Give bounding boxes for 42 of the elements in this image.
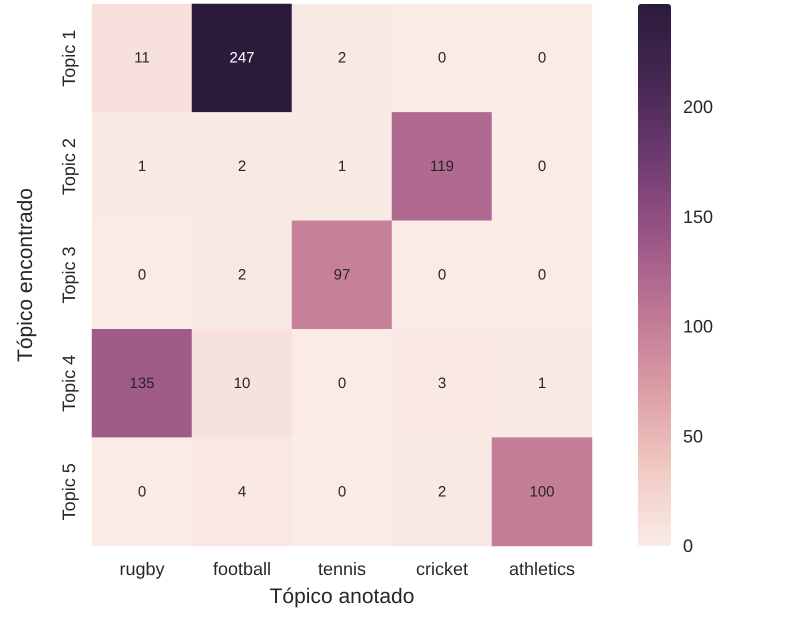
data-label: 0 xyxy=(438,50,446,67)
data-label: 0 xyxy=(338,483,346,500)
y-tick-label: Topic 5 xyxy=(59,463,79,520)
data-label: 1 xyxy=(538,374,546,392)
data-label: 0 xyxy=(338,374,346,392)
x-tick-label: athletics xyxy=(508,559,576,579)
y-tick-label: Topic 3 xyxy=(59,246,79,304)
data-label: 4 xyxy=(238,483,246,500)
data-label: 1 xyxy=(138,158,146,176)
color-bar-label: 200 xyxy=(683,97,714,118)
x-tick-label: football xyxy=(212,559,272,579)
data-label: 100 xyxy=(529,483,555,500)
data-label: 1 xyxy=(338,158,346,176)
data-label: 0 xyxy=(438,266,446,284)
data-label: 0 xyxy=(538,158,546,176)
x-tick-label: rugby xyxy=(119,559,165,579)
data-label: 11 xyxy=(134,50,150,67)
data-label: 119 xyxy=(430,158,454,176)
data-label: 97 xyxy=(334,266,350,284)
data-label: 0 xyxy=(538,266,546,284)
y-tick-label: Topic 1 xyxy=(59,30,79,87)
data-label: 0 xyxy=(138,266,146,284)
y-tick-label: Topic 4 xyxy=(59,354,79,412)
data-label: 2 xyxy=(238,158,246,176)
data-label: 2 xyxy=(238,266,246,284)
data-label: 10 xyxy=(234,374,250,392)
data-label: 0 xyxy=(538,50,546,67)
data-label: 3 xyxy=(438,374,446,392)
data-label: 247 xyxy=(229,50,255,67)
x-tick-label: tennis xyxy=(318,559,366,579)
data-label: 135 xyxy=(129,374,155,392)
x-axis-title: Tópico anotado xyxy=(270,585,414,608)
color-bar-label: 100 xyxy=(683,316,714,337)
color-bar-label: 150 xyxy=(683,206,714,227)
data-label: 2 xyxy=(438,483,446,500)
data-label: 2 xyxy=(338,50,346,67)
data-label: 0 xyxy=(138,483,146,500)
color-bar-label: 0 xyxy=(683,536,694,556)
y-tick-label: Topic 2 xyxy=(59,138,79,196)
y-axis-title: Tópico encontrado xyxy=(14,188,37,362)
x-tick-label: cricket xyxy=(416,559,468,579)
color-bar-label: 50 xyxy=(683,426,704,446)
